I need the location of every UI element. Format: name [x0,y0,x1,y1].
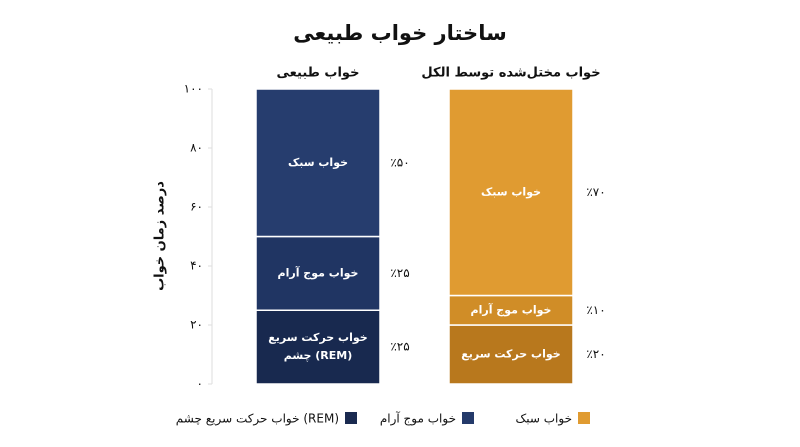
y-tick-label: ۶۰ [190,200,203,214]
bar-segment [448,88,574,297]
legend-swatch [345,412,357,424]
chart-title: ساختار خواب طبیعی [293,21,506,45]
legend-label: خواب سبک [516,412,572,427]
value-label: ٪۵۰ [390,155,409,169]
legend-swatch [578,412,590,424]
value-label: ٪۲۵ [390,340,409,354]
value-label: ٪۷۰ [586,185,605,199]
segment-label: خواب حرکت سریع [268,331,367,344]
value-label: ٪۲۵ [390,266,409,280]
bar-segment [448,324,574,385]
bar-segment [448,294,574,326]
bar-segment [255,235,381,311]
y-tick-label: ۱۰۰ [184,82,203,96]
segment-label: خواب موج آرام [278,265,359,280]
y-tick-label: ۰ [197,377,203,391]
segment-label: خواب حرکت سریع [461,348,560,361]
legend-label: خواب حرکت سریع چشم (REM) [176,412,339,427]
segment-label: خواب سبک [288,156,348,169]
segment-label: خواب سبک [481,185,541,198]
y-tick-label: ۸۰ [190,141,203,155]
category-label: خواب طبیعی [277,66,360,81]
legend-label: خواب موج آرام [380,411,456,427]
y-tick-label: ۴۰ [190,259,203,273]
value-label: ٪۱۰ [586,303,605,317]
segment-label: چشم (REM) [284,349,353,362]
bar-segment [255,88,381,238]
y-tick-label: ۲۰ [190,318,203,332]
legend-swatch [462,412,474,424]
y-axis-label: درصد زمان خواب [153,181,168,291]
bar-segment [255,309,381,385]
category-label: خواب مختل‌شده توسط الکل [421,66,600,81]
segment-label: خواب موج آرام [471,302,552,317]
value-label: ٪۲۰ [586,347,605,361]
